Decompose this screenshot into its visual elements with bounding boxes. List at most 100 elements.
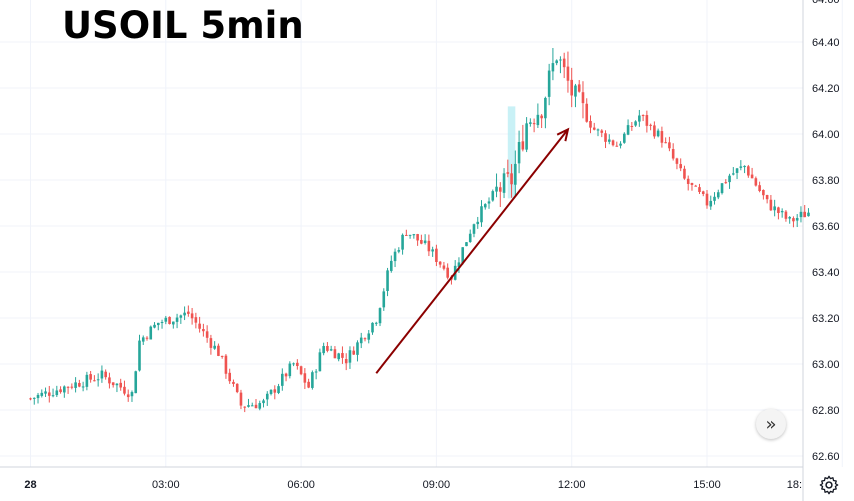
candle-body — [172, 321, 175, 325]
candle-body — [397, 250, 401, 252]
price-tick-label: 63.20 — [812, 313, 840, 325]
price-tick-label: 63.00 — [812, 359, 840, 371]
candle-body — [359, 337, 363, 344]
time-tick-label: 28 — [24, 479, 36, 491]
candle-body — [93, 380, 96, 382]
candle-body — [517, 141, 521, 164]
candle-body — [547, 70, 551, 97]
price-tick-label: 64.60 — [812, 0, 840, 6]
candle-body — [74, 382, 77, 388]
candle-body — [604, 133, 607, 142]
candle-body — [66, 386, 70, 388]
candle-body — [732, 173, 735, 175]
candle-body — [420, 239, 423, 244]
candle-body — [720, 183, 724, 194]
candle-body — [656, 130, 660, 137]
candle-body — [754, 178, 758, 186]
candle-body — [311, 372, 314, 388]
candle-body — [363, 338, 367, 340]
candle-body — [130, 392, 134, 397]
candle-body — [183, 312, 186, 316]
candle-body — [739, 166, 743, 168]
settings-gear-icon[interactable] — [818, 474, 840, 496]
grid — [0, 0, 843, 467]
candle-body — [386, 270, 389, 292]
candle-body — [333, 349, 337, 359]
candle-body — [506, 172, 510, 174]
candle-body — [483, 204, 487, 208]
candle-body — [247, 405, 250, 407]
candle-body — [623, 133, 626, 143]
candle-body — [134, 371, 138, 394]
candle-body — [626, 125, 630, 135]
candle-body — [540, 115, 543, 119]
time-tick-label: 03:00 — [152, 479, 180, 491]
candle-body — [412, 234, 416, 236]
candle-body — [205, 331, 209, 338]
candle-body — [318, 352, 322, 372]
candle-body — [85, 374, 89, 387]
candle-body — [179, 315, 183, 318]
candle-body — [81, 386, 85, 388]
candle-body — [269, 389, 273, 394]
candle-body — [408, 234, 412, 236]
candle-body — [374, 322, 378, 324]
candle-body — [423, 240, 427, 243]
candle-body — [468, 233, 472, 243]
candle-body — [100, 370, 104, 379]
candle-body — [431, 249, 434, 252]
candle-body — [476, 221, 480, 225]
candle-body — [239, 392, 243, 406]
candle-body — [292, 363, 295, 365]
candle-body — [337, 353, 340, 360]
candle-body — [521, 141, 525, 150]
candle-body — [153, 324, 156, 328]
candle-body — [198, 323, 201, 329]
candle-body — [607, 139, 611, 142]
candle-body — [235, 383, 239, 393]
candle-body — [78, 383, 81, 387]
candle-body — [104, 371, 107, 378]
candle-body — [596, 129, 600, 131]
candle-body — [213, 345, 216, 349]
candle-body — [686, 178, 690, 184]
candle-body — [671, 149, 675, 159]
candle-body — [314, 371, 318, 373]
candle-body — [566, 66, 570, 81]
candle-body — [36, 394, 40, 399]
candle-body — [220, 355, 224, 357]
candle-body — [536, 114, 540, 126]
candle-body — [589, 120, 592, 128]
scroll-to-realtime-button[interactable]: » — [756, 409, 786, 439]
candle-body — [600, 130, 604, 133]
candle-body — [792, 218, 795, 222]
candle-body — [709, 200, 713, 207]
candle-body — [758, 185, 761, 192]
candle-body — [675, 158, 679, 164]
time-tick-label: 15:00 — [693, 479, 721, 491]
candle-body — [277, 386, 280, 393]
candle-body — [510, 173, 513, 185]
candle-body — [281, 373, 284, 386]
candle-body — [694, 185, 698, 187]
candle-body — [735, 168, 739, 173]
candle-body — [138, 340, 141, 371]
candle-body — [175, 317, 179, 322]
candle-body — [108, 377, 111, 384]
candle-body — [232, 381, 235, 384]
candle-body — [405, 234, 408, 236]
candle-body — [562, 58, 566, 68]
trend-arrow-line — [375, 128, 569, 374]
candle-body — [577, 84, 581, 92]
candle-body — [713, 196, 716, 201]
candle-body — [250, 405, 254, 407]
candle-body — [532, 123, 536, 125]
candle-body — [442, 265, 446, 269]
candle-body — [777, 207, 780, 214]
candle-body — [653, 125, 656, 137]
time-tick-label: 12:00 — [558, 479, 586, 491]
candle-body — [401, 234, 404, 250]
candle-body — [457, 262, 461, 267]
